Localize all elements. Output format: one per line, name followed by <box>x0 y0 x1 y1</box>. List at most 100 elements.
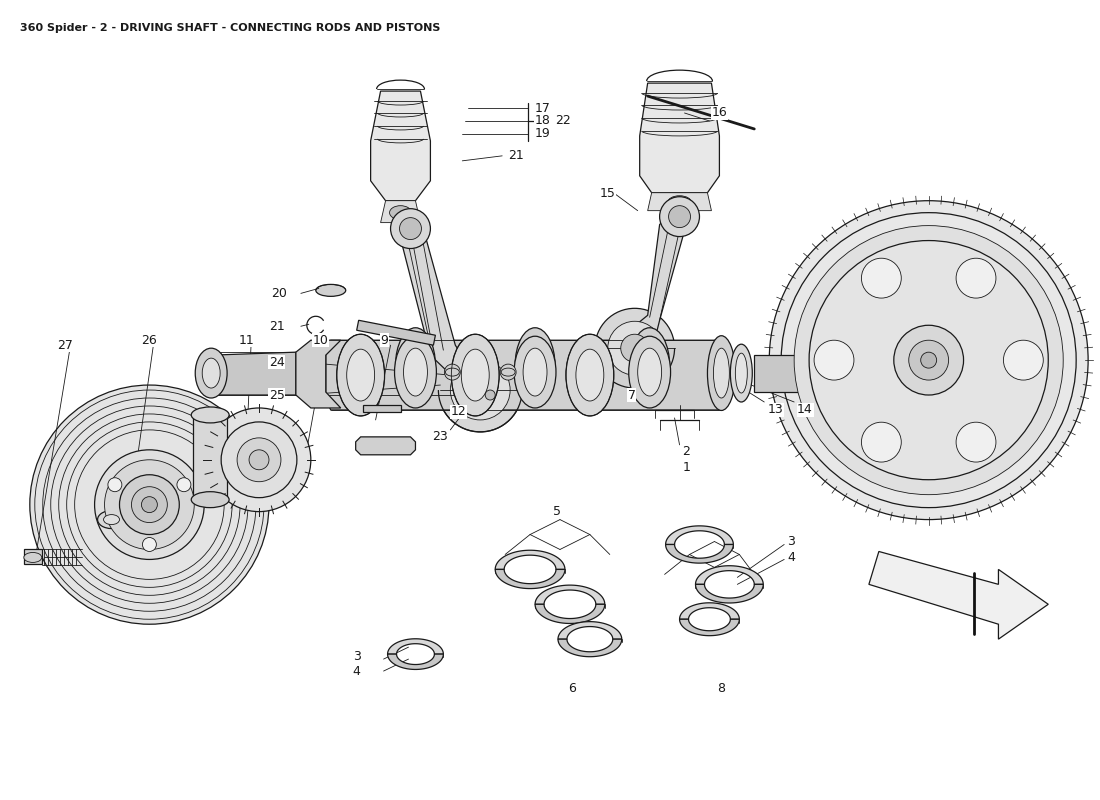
Text: 25: 25 <box>270 389 285 402</box>
Circle shape <box>956 258 996 298</box>
Ellipse shape <box>191 492 229 508</box>
Text: 19: 19 <box>535 127 551 141</box>
Text: 21: 21 <box>270 320 285 333</box>
Circle shape <box>620 334 649 362</box>
Circle shape <box>781 213 1076 508</box>
Text: 1: 1 <box>682 462 691 474</box>
Circle shape <box>142 497 157 513</box>
Polygon shape <box>755 355 810 392</box>
Polygon shape <box>869 551 1048 639</box>
Circle shape <box>439 348 522 432</box>
Circle shape <box>30 385 270 624</box>
Circle shape <box>249 450 270 470</box>
Polygon shape <box>356 320 436 345</box>
Polygon shape <box>387 638 443 654</box>
Polygon shape <box>535 604 605 623</box>
Polygon shape <box>371 91 430 201</box>
Polygon shape <box>666 545 734 563</box>
Polygon shape <box>398 226 491 395</box>
Ellipse shape <box>346 349 375 401</box>
Polygon shape <box>24 550 42 565</box>
Text: 18: 18 <box>535 114 551 127</box>
Text: 21: 21 <box>508 150 524 162</box>
Text: 15: 15 <box>600 187 616 200</box>
Polygon shape <box>666 526 734 545</box>
Circle shape <box>444 364 460 380</box>
Ellipse shape <box>316 285 345 296</box>
Polygon shape <box>495 550 565 570</box>
Circle shape <box>608 322 661 375</box>
Text: 17: 17 <box>535 102 551 114</box>
Polygon shape <box>640 83 719 193</box>
Circle shape <box>956 422 996 462</box>
Text: 16: 16 <box>712 106 727 119</box>
Polygon shape <box>211 352 296 395</box>
Ellipse shape <box>396 328 436 402</box>
Circle shape <box>464 374 496 406</box>
Ellipse shape <box>524 348 547 396</box>
Circle shape <box>238 438 280 482</box>
Circle shape <box>669 206 691 228</box>
Text: 12: 12 <box>450 406 466 418</box>
Ellipse shape <box>404 348 428 396</box>
Polygon shape <box>326 340 725 410</box>
Polygon shape <box>680 619 739 636</box>
Polygon shape <box>381 201 420 222</box>
Ellipse shape <box>629 336 671 408</box>
Ellipse shape <box>345 348 375 402</box>
Ellipse shape <box>565 334 614 416</box>
Circle shape <box>450 360 510 420</box>
Text: 5: 5 <box>553 505 561 518</box>
Ellipse shape <box>730 344 752 402</box>
Ellipse shape <box>338 335 383 415</box>
Polygon shape <box>495 570 565 589</box>
Circle shape <box>794 226 1064 494</box>
Circle shape <box>660 197 700 237</box>
Circle shape <box>390 209 430 249</box>
Text: 4: 4 <box>788 551 795 564</box>
Ellipse shape <box>522 339 548 391</box>
Circle shape <box>861 422 901 462</box>
Text: 14: 14 <box>798 403 813 417</box>
Ellipse shape <box>714 348 729 398</box>
Text: 3: 3 <box>353 650 361 662</box>
Polygon shape <box>628 213 690 355</box>
Text: 10: 10 <box>312 334 329 346</box>
Ellipse shape <box>576 349 604 401</box>
Ellipse shape <box>103 514 120 525</box>
Ellipse shape <box>191 407 229 423</box>
Text: 360 Spider - 2 - DRIVING SHAFT - CONNECTING RODS AND PISTONS: 360 Spider - 2 - DRIVING SHAFT - CONNECT… <box>20 23 440 34</box>
Ellipse shape <box>337 334 385 416</box>
Ellipse shape <box>638 348 661 396</box>
Ellipse shape <box>736 353 747 393</box>
Circle shape <box>108 478 122 492</box>
Ellipse shape <box>568 335 613 415</box>
Ellipse shape <box>98 510 125 529</box>
Ellipse shape <box>668 196 692 210</box>
Circle shape <box>500 364 516 380</box>
Ellipse shape <box>637 339 662 391</box>
Ellipse shape <box>403 339 428 391</box>
Ellipse shape <box>461 349 490 401</box>
Ellipse shape <box>202 358 220 388</box>
Circle shape <box>95 450 205 559</box>
Ellipse shape <box>389 206 411 220</box>
Polygon shape <box>680 603 739 619</box>
Circle shape <box>595 308 674 388</box>
Text: 24: 24 <box>270 356 285 369</box>
Ellipse shape <box>515 328 556 402</box>
Circle shape <box>814 340 854 380</box>
Text: 20: 20 <box>271 287 287 300</box>
Text: 27: 27 <box>57 338 73 352</box>
Text: 11: 11 <box>239 334 255 346</box>
Circle shape <box>120 474 179 534</box>
Text: 7: 7 <box>628 389 636 402</box>
Ellipse shape <box>446 368 460 376</box>
Polygon shape <box>194 415 227 500</box>
Text: 6: 6 <box>568 682 575 695</box>
Circle shape <box>177 478 191 492</box>
Circle shape <box>909 340 948 380</box>
Text: 9: 9 <box>381 334 388 346</box>
Text: 23: 23 <box>432 430 448 443</box>
Text: 2: 2 <box>682 446 691 458</box>
